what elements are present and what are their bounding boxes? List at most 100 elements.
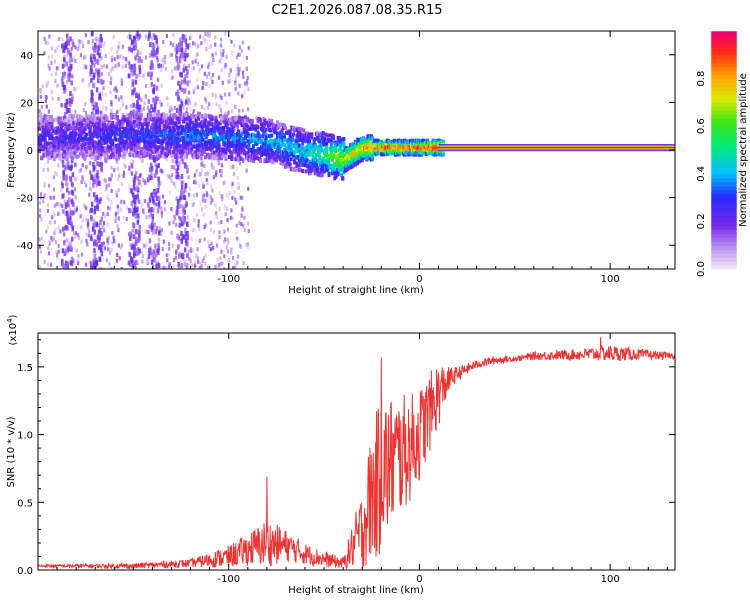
spectrum-cell <box>324 159 328 164</box>
spectrum-cell <box>263 121 267 126</box>
spectrum-cell <box>123 118 127 123</box>
spectrum-cell <box>39 208 42 213</box>
spectrum-cell <box>189 116 193 121</box>
spectrum-cell <box>181 125 185 130</box>
spectrum-cell <box>97 43 101 48</box>
spectrum-cell <box>222 49 225 54</box>
spectrum-cell <box>220 52 223 57</box>
spectrum-cell <box>135 247 138 253</box>
spectrum-cell <box>173 140 177 145</box>
spectrum-cell <box>176 65 180 71</box>
spectrum-cell <box>194 135 198 140</box>
spectrum-cell <box>117 62 120 67</box>
spectrum-cell <box>259 153 263 158</box>
spectrum-cell <box>46 225 50 230</box>
spectrum-cell <box>242 141 246 146</box>
spectrum-cell <box>168 141 172 146</box>
spectrum-cell <box>136 175 140 181</box>
spectrum-cell <box>176 148 180 153</box>
spectrum-cell <box>86 242 89 247</box>
spectrum-cell <box>308 132 312 137</box>
spectrum-cell <box>70 189 74 195</box>
spectrum-cell <box>42 114 46 119</box>
spectrum-cell <box>60 139 64 144</box>
spectrum-cell <box>97 238 101 244</box>
spectrum-cell <box>132 120 136 125</box>
spectrum-cell <box>195 56 198 61</box>
spectrum-cell <box>92 192 96 198</box>
spectrum-cell <box>242 158 245 163</box>
spectrum-cell <box>102 140 106 145</box>
spectrum-cell <box>237 71 240 76</box>
spectrum-cell <box>39 249 42 254</box>
spectrum-cell <box>330 171 334 176</box>
spectrum-cell <box>245 55 248 60</box>
spectrum-cell <box>234 104 237 109</box>
spectrum-cell <box>108 72 111 77</box>
spectrum-cell <box>217 262 220 267</box>
spectrum-cell <box>122 130 126 135</box>
spectrum-cell <box>160 68 163 73</box>
spectrum-cell <box>335 162 339 167</box>
spectrum-cell <box>152 174 155 179</box>
spectrum-cell <box>57 149 61 154</box>
spectrum-cell <box>303 163 307 168</box>
spectrum-cell <box>102 131 106 136</box>
spectrum-cell <box>202 184 205 189</box>
spectrum-cell <box>248 135 252 140</box>
spectrum-cell <box>210 117 214 122</box>
spectrum-cell <box>99 153 102 159</box>
spectrum-cell <box>227 240 230 245</box>
spectrum-cell <box>117 243 121 248</box>
spectrum-cell <box>353 160 357 165</box>
spectrum-cell <box>182 135 186 140</box>
spectrum-cell <box>215 102 218 107</box>
spectrum-cell <box>131 171 134 176</box>
spectrum-cell <box>181 34 184 40</box>
spectrum-cell <box>234 80 237 85</box>
spectrum-cell <box>65 224 68 230</box>
spectrum-cell <box>135 112 139 117</box>
spectrum-cell <box>132 211 135 217</box>
spectrum-cell <box>70 151 74 156</box>
spectrum-cell <box>55 71 58 76</box>
spectrum-cell <box>188 100 191 105</box>
spectrum-cell <box>204 204 207 209</box>
spectrum-cell <box>128 61 131 66</box>
spectrum-cell <box>145 146 149 151</box>
spectrum-cell <box>109 177 112 182</box>
spectrum-cell <box>349 154 353 159</box>
spectrum-cell <box>233 189 236 194</box>
spectrum-cell <box>169 131 173 136</box>
spectrum-cell <box>215 211 218 216</box>
spectrum-cell <box>138 73 141 78</box>
spectrum-cell <box>146 105 149 110</box>
spectrum-cell <box>92 169 95 174</box>
spectrum-cell <box>205 178 208 183</box>
spectrum-cell <box>178 210 181 215</box>
spectrum-cell <box>253 156 257 161</box>
spectrum-cell <box>184 80 187 85</box>
spectrum-cell <box>295 127 299 132</box>
spectrum-cell <box>294 138 298 143</box>
spectrum-cell <box>327 156 331 161</box>
spectrum-cell <box>201 85 204 90</box>
spectrum-cell <box>67 219 71 225</box>
spectrum-cell <box>66 261 70 266</box>
spectrum-cell <box>139 113 143 118</box>
spectrum-cell <box>95 222 98 228</box>
spectrum-cell <box>111 55 114 60</box>
spectrum-cell <box>313 137 317 142</box>
spectrum-cell <box>152 47 155 53</box>
spectrum-cell <box>159 168 162 173</box>
spectrum-cell <box>50 46 54 51</box>
spectrum-cell <box>351 158 355 163</box>
spectrum-cell <box>251 144 255 149</box>
spectrum-cell <box>152 249 155 255</box>
spectrum-cell <box>188 256 191 261</box>
spectrum-cell <box>80 252 84 257</box>
spectrum-cell <box>191 203 194 208</box>
spectrum-cell <box>170 230 173 235</box>
spectrum-cell <box>68 97 72 103</box>
spectrum-cell <box>62 175 65 181</box>
